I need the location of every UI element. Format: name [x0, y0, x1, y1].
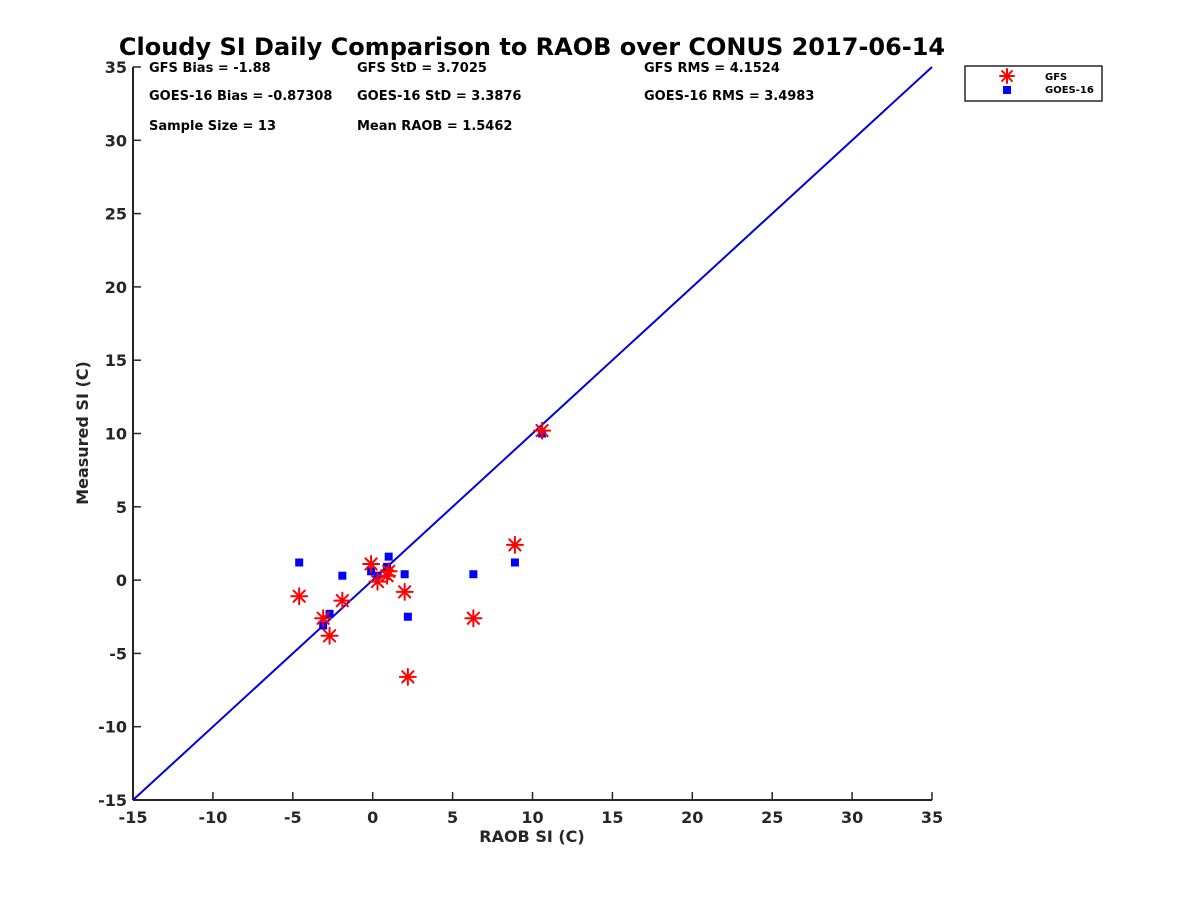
x-tick-label: 35	[921, 808, 943, 827]
goes16-point	[295, 558, 304, 567]
x-tick-label: 20	[681, 808, 703, 827]
y-tick-label: 20	[105, 278, 127, 297]
goes16-point	[338, 571, 347, 580]
goes16-std-stat: GOES-16 StD = 3.3876	[357, 89, 521, 104]
gfs-point	[368, 572, 387, 591]
x-ticks: -15 -10 -5 0 5 10 15 20 25 30 35	[119, 792, 943, 827]
statistics-annotations: GFS Bias = -1.88 GFS StD = 3.7025 GFS RMS …	[149, 61, 814, 134]
gfs-std-stat: GFS StD = 3.7025	[357, 61, 487, 76]
gfs-point	[505, 535, 524, 554]
y-tick-label: 0	[116, 571, 127, 590]
gfs-point	[464, 609, 483, 628]
gfs-point	[533, 421, 552, 440]
x-tick-label: 5	[447, 808, 458, 827]
y-tick-label: -5	[109, 644, 127, 663]
goes16-point	[325, 609, 334, 618]
y-tick-label: -10	[98, 718, 127, 737]
plot-area: -15 -10 -5 0 5 10 15 20 25 30 35 -15 -10 -5 0 5 10 15 20 2…	[98, 58, 943, 827]
one-to-one-reference-line	[132, 66, 933, 801]
y-tick-label: -15	[98, 791, 127, 810]
x-tick-label: -10	[198, 808, 227, 827]
legend: GFS GOES-16	[964, 65, 1103, 102]
x-tick-label: -5	[284, 808, 302, 827]
gfs-rms-stat: GFS RMS = 4.1524	[644, 61, 780, 76]
gfs-point	[314, 609, 333, 628]
legend-gfs-marker	[999, 68, 1015, 84]
legend-goes16-marker	[1003, 86, 1011, 94]
x-tick-label: 30	[841, 808, 863, 827]
gfs-point	[395, 582, 414, 601]
x-tick-label: 25	[761, 808, 783, 827]
y-tick-label: 25	[105, 205, 127, 224]
goes16-point	[403, 612, 412, 621]
goes16-point	[400, 570, 409, 579]
legend-goes16-square	[1003, 86, 1011, 94]
legend-goes16-label: GOES-16	[1045, 85, 1094, 96]
goes16-point	[469, 570, 478, 579]
y-ticks: -15 -10 -5 0 5 10 15 20 25 30 35	[98, 58, 141, 810]
legend-gfs-label: GFS	[1045, 72, 1067, 83]
y-tick-label: 35	[105, 58, 127, 77]
goes16-series	[295, 429, 547, 630]
goes16-point	[510, 558, 519, 567]
x-tick-label: 0	[367, 808, 378, 827]
gfs-point	[398, 667, 417, 686]
legend-box	[964, 65, 1103, 102]
gfs-point	[290, 587, 309, 606]
x-tick-label: 15	[601, 808, 623, 827]
y-axis-title: Measured SI (C)	[73, 361, 92, 505]
mean-raob-stat: Mean RAOB = 1.5462	[357, 119, 512, 134]
y-tick-label: 5	[116, 498, 127, 517]
y-tick-label: 30	[105, 131, 127, 150]
gfs-point	[320, 626, 339, 645]
gfs-point	[362, 554, 381, 573]
gfs-bias-stat: GFS Bias = -1.88	[149, 61, 271, 76]
gfs-series	[290, 421, 552, 686]
x-axis-title: RAOB SI (C)	[479, 827, 584, 846]
legend-gfs-asterisk	[999, 68, 1015, 84]
sample-size-stat: Sample Size = 13	[149, 119, 276, 134]
goes16-point	[384, 552, 393, 561]
y-tick-label: 10	[105, 425, 127, 444]
goes16-bias-stat: GOES-16 Bias = -0.87308	[149, 89, 332, 104]
x-tick-label: -15	[119, 808, 148, 827]
x-tick-label: 10	[521, 808, 543, 827]
chart-title: Cloudy SI Daily Comparison to RAOB over …	[119, 33, 945, 61]
y-tick-label: 15	[105, 351, 127, 370]
gfs-point	[333, 591, 352, 610]
gfs-point	[379, 562, 398, 581]
goes16-rms-stat: GOES-16 RMS = 3.4983	[644, 89, 814, 104]
